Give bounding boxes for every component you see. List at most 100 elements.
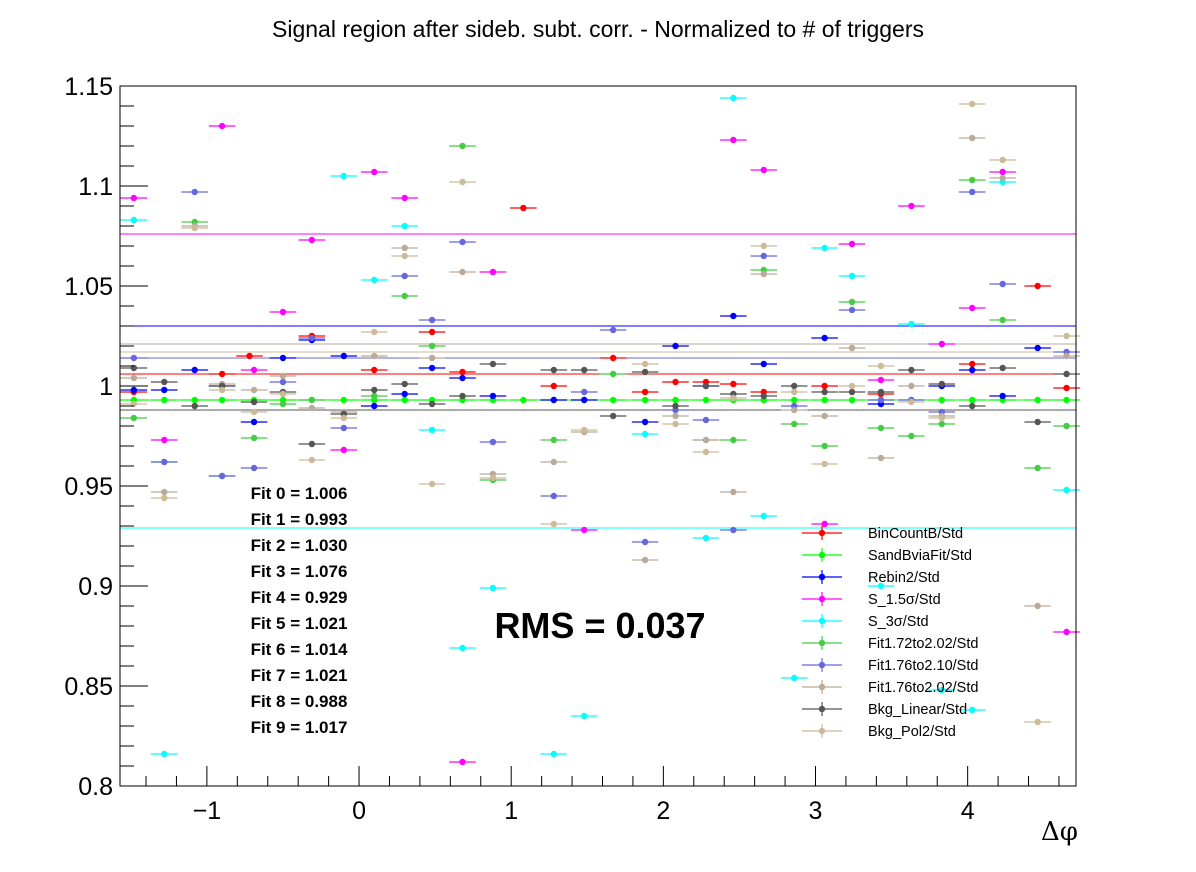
marker: [848, 388, 856, 396]
marker: [760, 392, 767, 400]
data-point-s8: [540, 366, 568, 374]
data-point-s3: [750, 166, 778, 174]
data-point-s3: [479, 268, 507, 276]
data-point-s0: [599, 354, 627, 362]
fit-label: Fit 9 = 1.017: [251, 718, 348, 737]
legend-swatch-marker: [818, 705, 826, 713]
data-point-s5: [391, 292, 418, 300]
marker: [489, 474, 497, 482]
marker: [401, 396, 408, 404]
marker: [161, 386, 168, 394]
legend-label: Bkg_Pol2/Std: [868, 724, 956, 740]
marker: [250, 398, 258, 406]
data-point-s7: [867, 454, 895, 462]
marker: [340, 396, 348, 404]
marker: [969, 396, 976, 404]
marker: [340, 172, 348, 180]
data-point-s3: [958, 304, 986, 312]
marker: [848, 272, 856, 280]
legend-swatch-marker: [818, 551, 826, 559]
legend-label: S_1.5σ/Std: [868, 592, 941, 608]
data-point-s9: [811, 460, 838, 468]
marker: [428, 426, 436, 434]
data-point-s9: [269, 390, 297, 398]
data-point-s9: [958, 100, 986, 108]
marker: [340, 352, 348, 360]
marker: [489, 268, 497, 276]
data-point-s3: [120, 194, 148, 202]
marker: [969, 176, 976, 184]
data-point-s4: [151, 750, 178, 758]
data-point-s0: [360, 366, 388, 374]
marker: [279, 378, 287, 386]
y-tick-label: 0.8: [78, 773, 113, 801]
marker: [459, 178, 466, 186]
marker: [191, 402, 198, 410]
x-axis-label: Δφ: [1041, 817, 1078, 847]
marker: [1063, 370, 1070, 378]
data-point-s4: [570, 712, 598, 720]
data-point-s7: [269, 372, 297, 380]
data-point-s3: [391, 194, 418, 202]
y-tick-label: 1.05: [64, 273, 113, 301]
data-point-s3: [449, 758, 476, 766]
y-tick-label: 0.85: [64, 673, 113, 701]
data-point-s1: [780, 396, 808, 404]
data-point-s6: [418, 316, 446, 324]
marker: [760, 166, 767, 174]
marker: [999, 392, 1006, 400]
data-point-s3: [240, 366, 268, 374]
marker: [371, 328, 378, 336]
marker: [672, 342, 679, 350]
marker: [702, 382, 710, 390]
marker: [1034, 718, 1041, 726]
data-point-s0: [540, 382, 568, 390]
marker: [908, 432, 915, 440]
data-point-s9: [208, 386, 236, 394]
marker: [581, 526, 588, 534]
data-point-s7: [391, 244, 418, 252]
fit-label: Fit 1 = 0.993: [251, 510, 348, 529]
chart-title: Signal region after sideb. subt. corr. -…: [272, 16, 924, 42]
legend-label: BinCountB/Std: [868, 526, 963, 542]
marker: [401, 244, 408, 252]
plot-frame: [119, 85, 1077, 787]
marker: [250, 418, 258, 426]
marker: [702, 396, 710, 404]
legend-entry: S_3σ/Std: [802, 614, 929, 630]
marker: [428, 316, 436, 324]
data-point-s5: [540, 436, 568, 444]
data-point-s9: [151, 494, 178, 502]
marker: [428, 480, 436, 488]
marker: [401, 272, 408, 280]
data-point-s3: [269, 308, 297, 316]
data-point-s3: [928, 340, 956, 348]
data-point-s0: [1024, 282, 1051, 290]
fit-label: Fit 3 = 1.076: [251, 562, 348, 581]
marker: [848, 306, 856, 314]
x-tick-label: 3: [809, 797, 823, 825]
data-point-s7: [811, 412, 838, 420]
data-point-s9: [360, 328, 388, 336]
marker: [969, 100, 976, 108]
marker: [938, 396, 945, 404]
data-point-s1: [631, 396, 659, 404]
data-point-s9: [570, 426, 598, 434]
marker: [130, 414, 138, 422]
marker: [401, 252, 408, 260]
data-point-s0: [662, 378, 689, 386]
data-point-s4: [928, 686, 956, 694]
marker: [641, 360, 649, 368]
marker: [250, 434, 258, 442]
data-point-s5: [599, 370, 627, 378]
data-point-s2: [449, 374, 476, 382]
data-point-s8: [989, 364, 1016, 372]
data-point-s0: [631, 388, 659, 396]
marker: [1034, 396, 1041, 404]
data-point-s3: [838, 240, 866, 248]
legend-swatch-marker: [818, 529, 826, 537]
legend-label: S_3σ/Std: [868, 614, 929, 630]
marker: [1063, 396, 1070, 404]
marker: [848, 382, 856, 390]
marker: [340, 446, 348, 454]
